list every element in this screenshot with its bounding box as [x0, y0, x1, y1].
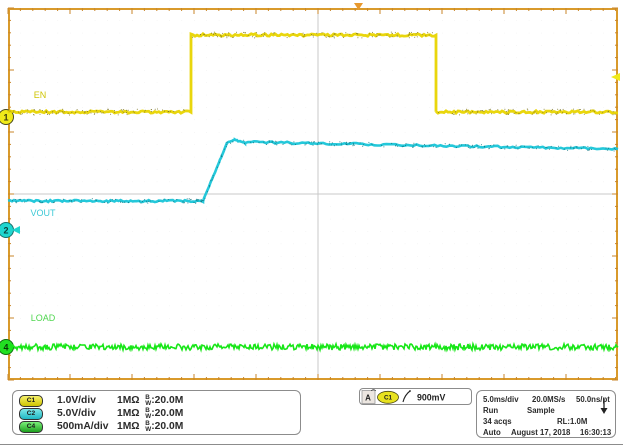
svg-text:EN: EN [34, 90, 47, 100]
svg-text:4: 4 [3, 343, 8, 353]
svg-text:2: 2 [3, 226, 8, 236]
svg-text:1: 1 [3, 113, 8, 123]
svg-text:LOAD: LOAD [31, 313, 56, 323]
svg-text:VOUT: VOUT [30, 208, 56, 218]
